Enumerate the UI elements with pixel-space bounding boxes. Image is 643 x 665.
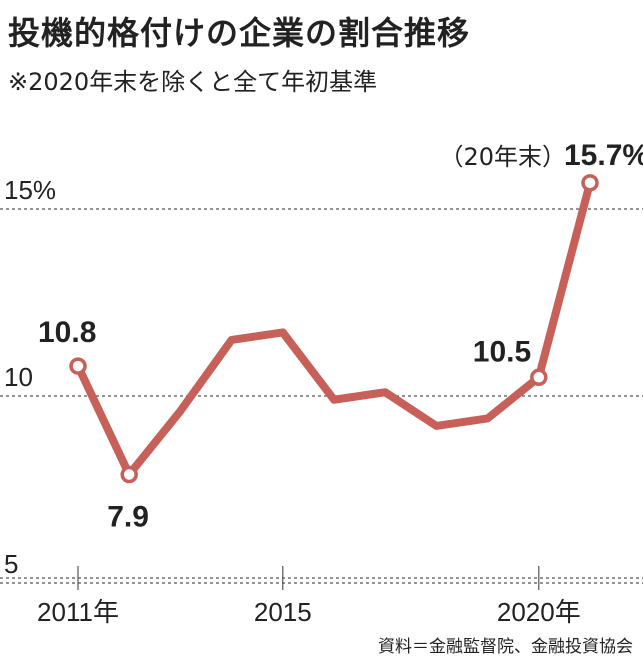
data-label: 10.5 — [473, 335, 531, 368]
y-tick-label: 15% — [4, 175, 56, 205]
x-tick-label: 2011年 — [37, 597, 119, 627]
data-label: 10.8 — [38, 316, 96, 349]
x-tick-label: 2020年 — [497, 597, 581, 627]
data-point-marker — [120, 465, 138, 484]
data-point-marker — [530, 368, 548, 387]
y-tick-label: 10 — [4, 362, 33, 392]
source-note: 資料＝金融監督院、金融投資協会 — [378, 637, 633, 657]
chart-subtitle: ※2020年末を除くと全て年初基準 — [8, 68, 378, 96]
chart-title: 投機的格付けの企業の割合推移 — [8, 14, 471, 52]
data-point-marker — [581, 174, 599, 192]
data-label: 15.7% — [564, 139, 643, 172]
data-label: 7.9 — [107, 501, 149, 534]
y-tick-label: 5 — [4, 549, 18, 579]
annotation-label: （20年末） — [439, 143, 566, 171]
x-tick-label: 2015 — [254, 597, 312, 627]
series-line — [74, 178, 594, 479]
data-point-marker — [69, 357, 87, 375]
